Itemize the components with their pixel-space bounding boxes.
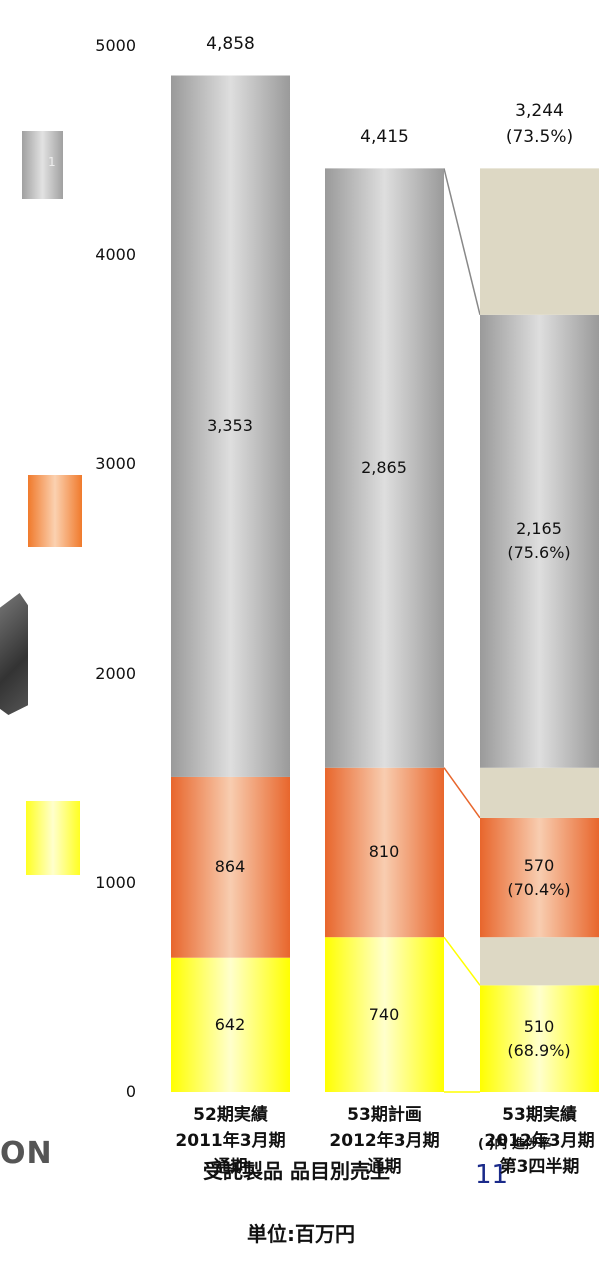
bar-segment — [325, 168, 444, 768]
bars-group — [171, 75, 599, 1092]
data-label: 642 — [214, 1014, 246, 1034]
bar-segment — [480, 314, 599, 768]
product-image — [0, 593, 28, 715]
progress-note: ( )内 進捗率 — [478, 1137, 551, 1152]
remaining-segment — [480, 937, 599, 986]
x-axis-label: 52期実績 2011年3月期 通期 — [175, 1105, 286, 1177]
bar-segment — [325, 937, 444, 1092]
total-label: 4,858 — [206, 34, 255, 55]
bar-segment — [171, 776, 290, 958]
y-tick-label: 1000 — [95, 872, 136, 892]
data-label: 510 (68.9%) — [507, 1016, 571, 1060]
legend-swatch-label: 1 — [48, 155, 56, 169]
legend-swatch-yellow — [26, 801, 80, 875]
legend-swatch-gray: 1 — [22, 131, 63, 199]
data-label: 740 — [368, 1004, 400, 1024]
company-logo: ON — [0, 1136, 53, 1171]
x-axis-label: 53期実績 2012年3月期 第3四半期 — [484, 1105, 595, 1177]
data-label: 2,165 (75.6%) — [507, 519, 571, 563]
bar-segment — [171, 75, 290, 777]
x-axis-label: 53期計画 2012年3月期 通期 — [329, 1105, 440, 1177]
page-number: 11 — [475, 1160, 509, 1190]
y-tick-label: 5000 — [95, 36, 136, 55]
unit-label: 単位:百万円 — [247, 1222, 355, 1246]
y-tick-label: 3000 — [95, 454, 136, 474]
remaining-segment — [480, 767, 599, 818]
connector-line — [443, 168, 481, 316]
y-tick-label: 0 — [125, 1082, 136, 1101]
data-label: 570 (70.4%) — [507, 855, 571, 899]
data-label: 810 — [368, 842, 400, 862]
data-label: 3,353 — [207, 416, 253, 436]
y-tick-label: 2000 — [95, 663, 136, 683]
legend-swatch-orange — [28, 475, 82, 547]
y-tick-label: 4000 — [95, 245, 136, 265]
bar-segment — [325, 767, 444, 938]
total-label: 4,415 — [360, 127, 409, 148]
connector-line — [443, 936, 481, 986]
total-label: 3,244 (73.5%) — [505, 101, 574, 148]
data-label: 864 — [214, 857, 246, 877]
connector-line — [443, 767, 481, 819]
bar-segment — [480, 985, 599, 1092]
data-label: 2,865 — [361, 458, 407, 478]
remaining-segment — [480, 168, 599, 315]
connector-lines — [443, 168, 481, 1093]
chart-title: 受託製品 品目別売上 — [203, 1159, 390, 1183]
bar-segment — [171, 957, 290, 1092]
bar-segment — [480, 817, 599, 938]
